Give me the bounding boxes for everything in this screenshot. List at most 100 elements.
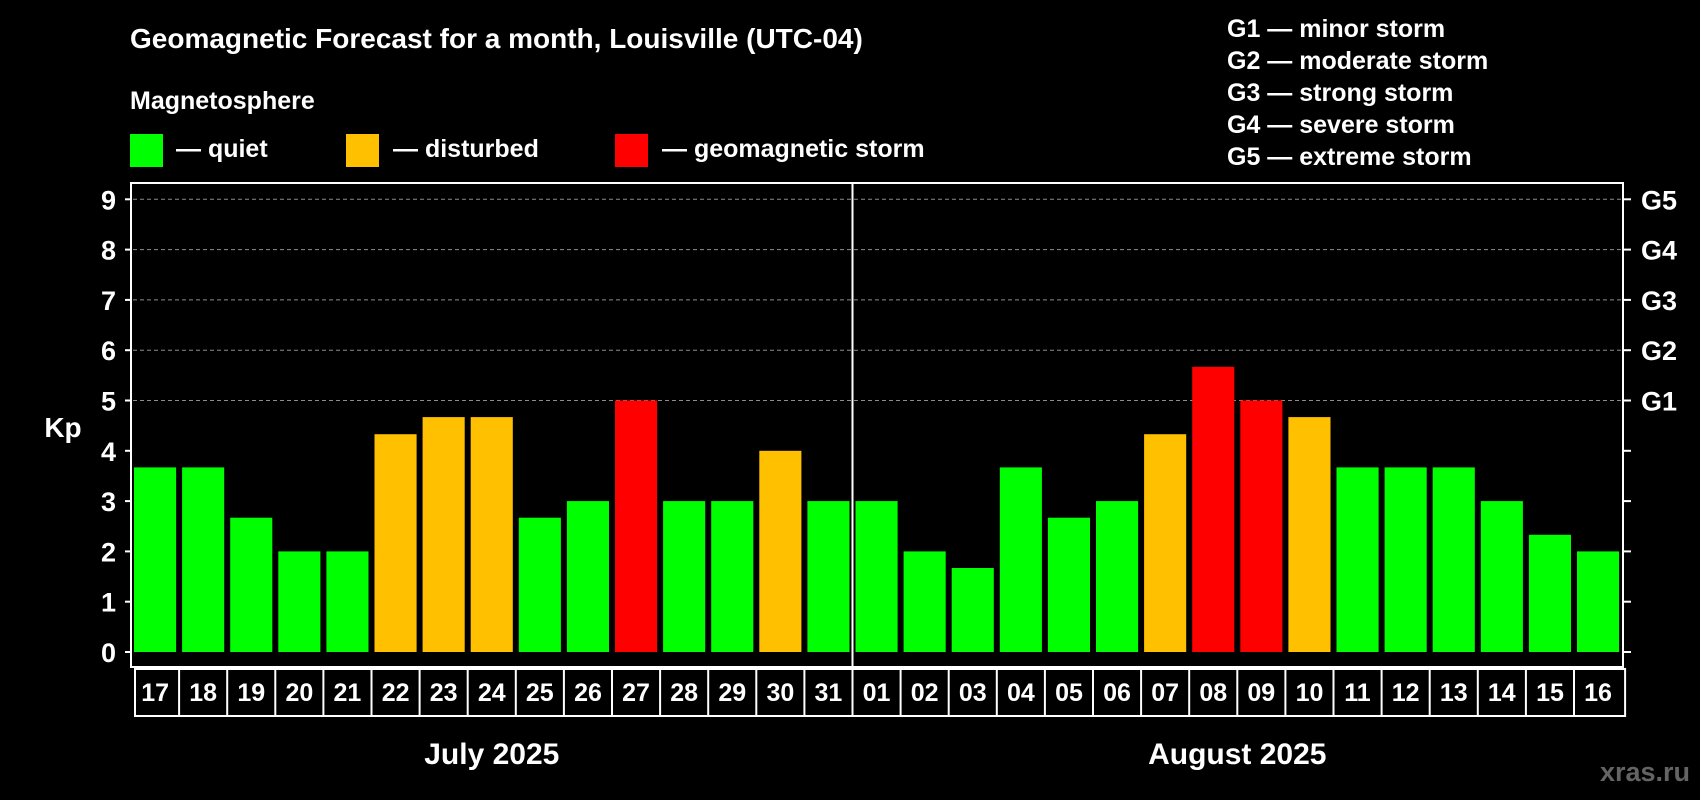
day-label-12: 12 [1392,679,1420,707]
bar-29 [711,501,754,652]
day-label-07: 07 [1151,679,1179,707]
day-label-18: 18 [189,679,217,707]
storm-scale-g5: G5 — extreme storm [1227,143,1472,171]
day-label-19: 19 [237,679,265,707]
bar-24 [470,417,513,652]
bar-26 [566,501,609,652]
bar-25 [518,517,561,652]
day-label-13: 13 [1440,679,1468,707]
storm-scale-g3: G3 — strong storm [1227,79,1453,107]
bar-12 [1384,467,1427,652]
bar-08 [1192,366,1235,652]
day-label-04: 04 [1007,679,1035,707]
bar-09 [1240,400,1283,652]
legend-swatch-quiet [130,134,163,167]
legend-label-storm: — geomagnetic storm [662,135,925,163]
day-label-01: 01 [863,679,891,707]
bar-03 [951,568,994,652]
day-label-06: 06 [1103,679,1131,707]
y-tick-label-4: 4 [101,437,116,467]
bar-22 [374,434,417,652]
day-label-16: 16 [1584,679,1612,707]
bar-18 [182,467,225,652]
bar-16 [1577,551,1620,652]
y-tick-label-8: 8 [101,236,116,266]
bar-28 [663,501,706,652]
day-label-03: 03 [959,679,987,707]
bar-21 [326,551,369,652]
day-label-02: 02 [911,679,939,707]
bar-27 [615,400,658,652]
bar-05 [1047,517,1090,652]
right-axis-label-g2: G2 [1641,336,1677,366]
day-labels: 17 18 19 20 21 22 23 24 25 26 27 28 29 30 31 01 02 03 04 05… [134,668,1627,717]
day-label-11: 11 [1344,679,1371,707]
bar-01 [855,501,898,652]
day-label-31: 31 [814,679,842,707]
month-label-1: August 2025 [1148,738,1326,771]
day-label-23: 23 [430,679,458,707]
month-label-0: July 2025 [424,738,559,771]
day-label-29: 29 [718,679,746,707]
bar-31 [807,501,850,652]
y-tick-label-6: 6 [101,336,116,366]
y-ticks: 0 1 2 3 4 5 6 7 8 9 [101,185,131,668]
bar-17 [134,467,177,652]
legend-swatch-storm [615,134,648,167]
legend: — quiet — disturbed — geomagnetic storm [130,134,925,167]
bar-02 [903,551,946,652]
day-label-09: 09 [1247,679,1275,707]
storm-scale-g2: G2 — moderate storm [1227,47,1488,75]
right-axis-label-g1: G1 [1641,387,1677,417]
plot-frame [130,182,1624,668]
month-labels: July 2025 August 2025 [424,738,1326,771]
gridlines [133,198,1621,401]
y-tick-label-1: 1 [101,588,116,618]
bar-14 [1480,501,1523,652]
day-label-15: 15 [1536,679,1564,707]
y-tick-label-7: 7 [101,286,116,316]
legend-swatch-disturbed [346,134,379,167]
bar-19 [230,517,273,652]
day-label-22: 22 [382,679,410,707]
bar-10 [1288,417,1331,652]
day-label-26: 26 [574,679,602,707]
bar-13 [1432,467,1475,652]
legend-heading: Magnetosphere [130,87,315,115]
day-label-20: 20 [285,679,313,707]
day-label-25: 25 [526,679,554,707]
legend-label-quiet: — quiet [176,135,268,163]
day-label-05: 05 [1055,679,1083,707]
day-label-21: 21 [333,679,361,707]
right-axis-ticks: G1 G2 G3 G4 G5 [1623,185,1677,653]
bar-07 [1144,434,1187,652]
storm-scale-g4: G4 — severe storm [1227,111,1455,139]
legend-label-disturbed: — disturbed [393,135,539,163]
bar-23 [422,417,465,652]
day-label-24: 24 [478,679,506,707]
day-label-27: 27 [622,679,650,707]
day-label-10: 10 [1296,679,1324,707]
right-axis-label-g5: G5 [1641,185,1677,215]
y-tick-label-9: 9 [101,185,116,215]
bar-20 [278,551,321,652]
y-axis-label: Kp [44,412,81,443]
day-label-08: 08 [1199,679,1227,707]
right-axis-label-g4: G4 [1641,236,1677,266]
y-tick-label-2: 2 [101,537,116,567]
chart-title: Geomagnetic Forecast for a month, Louisv… [130,23,863,54]
storm-scale: G1 — minor storm G2 — moderate storm G3 … [1227,15,1488,171]
day-label-frame [134,668,1627,717]
day-label-17: 17 [141,679,169,707]
y-tick-label-3: 3 [101,487,116,517]
bars [134,366,1620,652]
plot-border [130,182,1624,668]
y-tick-label-5: 5 [101,387,116,417]
watermark: xras.ru [1600,757,1690,787]
day-label-30: 30 [766,679,794,707]
y-tick-label-0: 0 [101,638,116,668]
day-label-14: 14 [1488,679,1516,707]
bar-30 [759,450,802,652]
bar-15 [1528,534,1571,652]
